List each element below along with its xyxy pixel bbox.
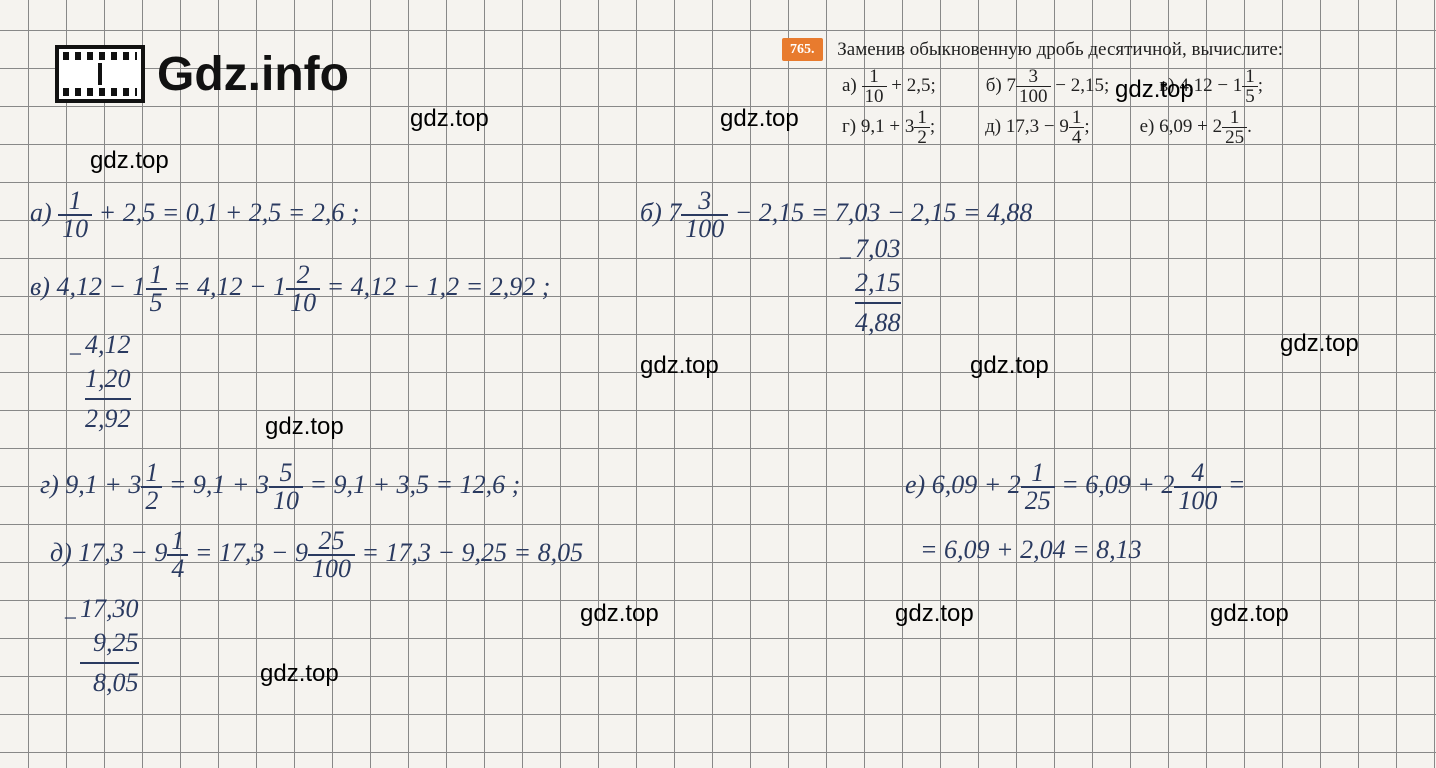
prob-a: а) 110 + 2,5; <box>842 67 936 106</box>
problem-row-1: а) 110 + 2,5; б) 73100 − 2,15; в) 4,12 −… <box>782 67 1420 106</box>
problem-number: 765. <box>782 38 823 61</box>
solution-v: в) 4,12 − 115 = 4,12 − 1210 = 4,12 − 1,2… <box>30 262 550 316</box>
textbook-problem: 765. Заменив обыкновенную дробь десятичн… <box>776 30 1426 153</box>
watermark: gdz.top <box>1210 600 1289 628</box>
prob-g: г) 9,1 + 312; <box>842 108 935 147</box>
prob-b: б) 73100 − 2,15; <box>986 67 1110 106</box>
watermark: gdz.top <box>1115 76 1194 104</box>
watermark: gdz.top <box>640 352 719 380</box>
site-logo: Gdz.info <box>55 45 349 103</box>
watermark: gdz.top <box>265 413 344 441</box>
logo-text: Gdz.info <box>157 47 349 102</box>
solution-b: б) 73100 − 2,15 = 7,03 − 2,15 = 4,88 <box>640 188 1032 242</box>
solution-e-line2: = 6,09 + 2,04 = 8,13 <box>920 535 1142 565</box>
watermark: gdz.top <box>895 600 974 628</box>
column-calc-d: − 17,30 9,25 8,05 <box>80 592 139 699</box>
watermark: gdz.top <box>90 147 169 175</box>
watermark: gdz.top <box>720 105 799 133</box>
solution-g: г) 9,1 + 312 = 9,1 + 3510 = 9,1 + 3,5 = … <box>40 460 520 514</box>
watermark: gdz.top <box>970 352 1049 380</box>
film-icon <box>55 45 145 103</box>
problem-title: Заменив обыкновенную дробь десятичной, в… <box>837 39 1283 60</box>
watermark: gdz.top <box>410 105 489 133</box>
watermark: gdz.top <box>260 660 339 688</box>
minus-icon: − <box>837 246 853 273</box>
solution-d: д) 17,3 − 914 = 17,3 − 925100 = 17,3 − 9… <box>50 528 583 582</box>
minus-icon: − <box>62 606 78 633</box>
column-calc-v: − 4,12 1,20 2,92 <box>85 328 131 435</box>
solution-e: е) 6,09 + 2125 = 6,09 + 24100 = <box>905 460 1245 514</box>
prob-e: е) 6,09 + 2125. <box>1140 108 1252 147</box>
watermark: gdz.top <box>580 600 659 628</box>
watermark: gdz.top <box>1280 330 1359 358</box>
minus-icon: − <box>67 342 83 369</box>
prob-d: д) 17,3 − 914; <box>985 108 1090 147</box>
column-calc-b: − 7,03 2,15 4,88 <box>855 232 901 339</box>
solution-a: а) 110 + 2,5 = 0,1 + 2,5 = 2,6 ; <box>30 188 360 242</box>
problem-row-2: г) 9,1 + 312; д) 17,3 − 914; е) 6,09 + 2… <box>782 108 1420 147</box>
